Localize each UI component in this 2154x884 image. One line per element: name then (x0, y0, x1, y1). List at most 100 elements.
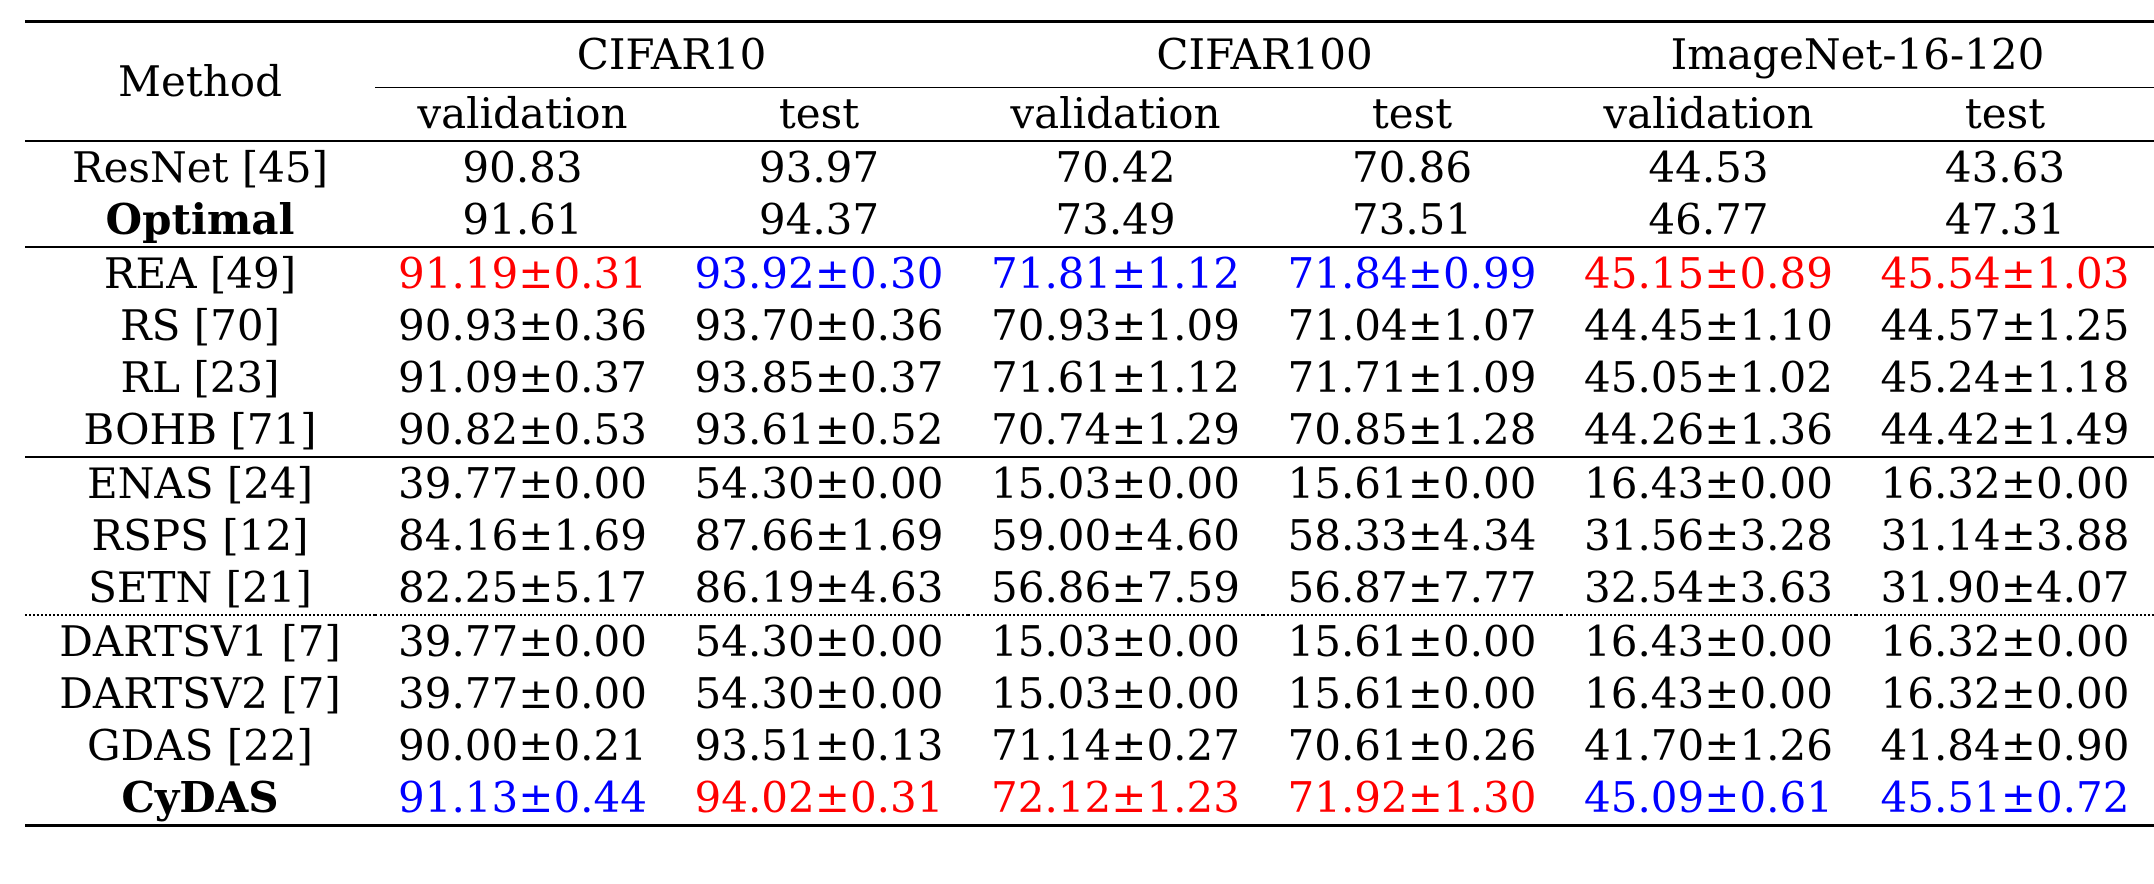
value-cell: 31.56±3.28 (1584, 511, 1833, 560)
value-cell: 70.86 (1351, 143, 1473, 192)
value-cell: 54.30±0.00 (694, 617, 944, 666)
table-row: RSPS [12] 84.16±1.69 87.66±1.69 59.00±4.60 5… (25, 510, 2154, 562)
value-cell: 47.31 (1944, 195, 2066, 244)
table-row: ResNet [45] 90.83 93.97 70.42 70.86 44.53 43.6… (25, 141, 2154, 194)
dataset-header-cifar10: CIFAR10 (576, 30, 767, 79)
table-row: Optimal 91.61 94.37 73.49 73.51 46.77 47.31 (25, 194, 2154, 247)
method-cell: Optimal (105, 195, 295, 244)
value-cell: 71.92±1.30 (1287, 773, 1537, 822)
value-cell: 39.77±0.00 (398, 459, 647, 508)
value-cell: 56.86±7.59 (991, 563, 1240, 612)
value-cell: 93.85±0.37 (694, 353, 944, 402)
table-row: BOHB [71] 90.82±0.53 93.61±0.52 70.74±1.29 7… (25, 404, 2154, 457)
method-cell: GDAS [22] (87, 721, 313, 770)
value-cell: 70.74±1.29 (991, 405, 1240, 454)
value-cell: 32.54±3.63 (1584, 563, 1833, 612)
value-cell: 58.33±4.34 (1287, 511, 1537, 560)
value-cell: 16.43±0.00 (1584, 669, 1833, 718)
method-cell: RS [70] (120, 301, 280, 350)
value-cell: 71.71±1.09 (1287, 353, 1537, 402)
value-cell: 45.15±0.89 (1584, 249, 1833, 298)
value-cell: 15.03±0.00 (991, 669, 1240, 718)
value-cell: 70.85±1.28 (1287, 405, 1537, 454)
value-cell: 43.63 (1944, 143, 2066, 192)
value-cell: 45.09±0.61 (1584, 773, 1833, 822)
value-cell: 84.16±1.69 (398, 511, 647, 560)
subheader-validation: validation (968, 87, 1263, 141)
value-cell: 73.49 (1055, 195, 1176, 244)
value-cell: 46.77 (1648, 195, 1769, 244)
method-cell: RSPS [12] (91, 511, 309, 560)
value-cell: 90.82±0.53 (398, 405, 647, 454)
value-cell: 90.00±0.21 (398, 721, 647, 770)
method-cell: RL [23] (120, 353, 280, 402)
value-cell: 82.25±5.17 (398, 563, 647, 612)
value-cell: 93.61±0.52 (694, 405, 944, 454)
value-cell: 71.84±0.99 (1287, 249, 1537, 298)
method-cell: DARTSV2 [7] (59, 669, 341, 718)
table-row: ENAS [24] 39.77±0.00 54.30±0.00 15.03±0.00 1… (25, 457, 2154, 510)
value-cell: 91.19±0.31 (398, 249, 647, 298)
method-cell: ENAS [24] (86, 459, 314, 508)
table-row: SETN [21] 82.25±5.17 86.19±4.63 56.86±7.59 5… (25, 562, 2154, 615)
value-cell: 31.90±4.07 (1880, 563, 2130, 612)
value-cell: 70.93±1.09 (991, 301, 1240, 350)
value-cell: 45.24±1.18 (1880, 353, 2130, 402)
value-cell: 86.19±4.63 (694, 563, 944, 612)
value-cell: 16.32±0.00 (1880, 459, 2130, 508)
value-cell: 59.00±4.60 (991, 511, 1240, 560)
value-cell: 16.32±0.00 (1880, 669, 2130, 718)
value-cell: 56.87±7.77 (1287, 563, 1537, 612)
table-row: GDAS [22] 90.00±0.21 93.51±0.13 71.14±0.27 7… (25, 720, 2154, 772)
value-cell: 39.77±0.00 (398, 669, 647, 718)
subheader-validation: validation (1561, 87, 1856, 141)
table-body: ResNet [45] 90.83 93.97 70.42 70.86 44.53 43.6… (25, 141, 2154, 826)
value-cell: 93.70±0.36 (694, 301, 944, 350)
value-cell: 94.37 (758, 195, 880, 244)
value-cell: 93.92±0.30 (694, 249, 944, 298)
subheader-test: test (670, 87, 968, 141)
value-cell: 45.54±1.03 (1880, 249, 2130, 298)
table-row: RL [23] 91.09±0.37 93.85±0.37 71.61±1.12 71.… (25, 352, 2154, 404)
value-cell: 90.83 (462, 143, 583, 192)
value-cell: 44.42±1.49 (1880, 405, 2130, 454)
method-cell: ResNet [45] (71, 143, 329, 192)
value-cell: 45.51±0.72 (1880, 773, 2130, 822)
value-cell: 16.32±0.00 (1880, 617, 2130, 666)
value-cell: 90.93±0.36 (398, 301, 647, 350)
value-cell: 94.02±0.31 (694, 773, 944, 822)
value-cell: 70.42 (1055, 143, 1176, 192)
table-row: RS [70] 90.93±0.36 93.70±0.36 70.93±1.09 71.… (25, 300, 2154, 352)
value-cell: 91.61 (462, 195, 583, 244)
value-cell: 41.70±1.26 (1584, 721, 1833, 770)
table-row: CyDAS 91.13±0.44 94.02±0.31 72.12±1.23 71.92… (25, 772, 2154, 826)
value-cell: 15.61±0.00 (1287, 669, 1537, 718)
value-cell: 44.45±1.10 (1584, 301, 1833, 350)
value-cell: 54.30±0.00 (694, 669, 944, 718)
value-cell: 45.05±1.02 (1584, 353, 1833, 402)
value-cell: 91.13±0.44 (398, 773, 647, 822)
results-table: Method CIFAR10 CIFAR100 ImageNet-16-120 … (25, 20, 2154, 827)
subheader-test: test (1856, 87, 2154, 141)
value-cell: 93.97 (758, 143, 880, 192)
method-cell: BOHB [71] (83, 405, 317, 454)
value-cell: 93.51±0.13 (694, 721, 944, 770)
value-cell: 71.81±1.12 (991, 249, 1240, 298)
value-cell: 91.09±0.37 (398, 353, 647, 402)
table-row: DARTSV2 [7] 39.77±0.00 54.30±0.00 15.03±0.0… (25, 668, 2154, 720)
dataset-header-cifar100: CIFAR100 (1156, 30, 1373, 79)
table-row: REA [49] 91.19±0.31 93.92±0.30 71.81±1.12 71… (25, 247, 2154, 300)
value-cell: 15.61±0.00 (1287, 459, 1537, 508)
value-cell: 54.30±0.00 (694, 459, 944, 508)
value-cell: 87.66±1.69 (694, 511, 944, 560)
value-cell: 73.51 (1351, 195, 1473, 244)
value-cell: 44.26±1.36 (1584, 405, 1833, 454)
value-cell: 71.61±1.12 (991, 353, 1240, 402)
method-cell: SETN [21] (88, 563, 312, 612)
method-cell: REA [49] (103, 249, 297, 298)
value-cell: 70.61±0.26 (1287, 721, 1537, 770)
value-cell: 15.03±0.00 (991, 459, 1240, 508)
value-cell: 39.77±0.00 (398, 617, 647, 666)
table-row: DARTSV1 [7] 39.77±0.00 54.30±0.00 15.03±0.0… (25, 615, 2154, 668)
value-cell: 44.57±1.25 (1880, 301, 2130, 350)
